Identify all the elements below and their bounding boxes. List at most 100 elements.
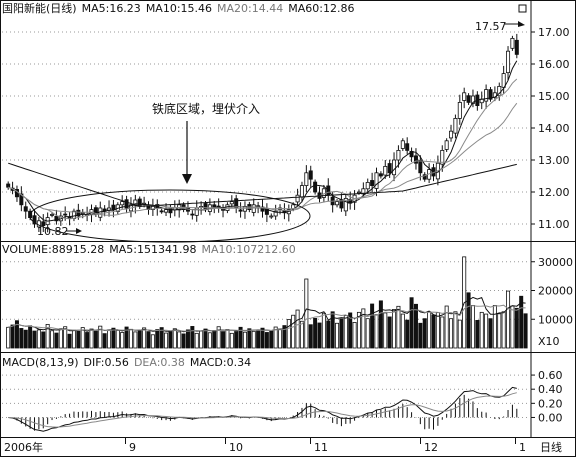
price-tick-label: 11.00: [538, 218, 570, 231]
candle-body: [203, 203, 208, 211]
volume-bar: [475, 319, 480, 349]
volume-tick-label: 30000: [538, 256, 573, 269]
volume-bar: [71, 329, 76, 349]
candle-body: [229, 201, 234, 205]
candle-body: [32, 215, 37, 225]
candle-body: [361, 188, 366, 195]
volume-bar: [523, 313, 528, 349]
volume-ma10-readout: MA10:107212.60: [201, 243, 296, 256]
candle-body: [41, 221, 46, 226]
macd-tick-label: 0.00: [538, 411, 563, 424]
high-price-label: 17.57: [475, 20, 507, 33]
candle-body: [313, 181, 318, 193]
price-tick-label: 15.00: [538, 90, 570, 103]
volume-bar: [10, 324, 15, 349]
volume-bar: [457, 319, 462, 349]
volume-bar: [321, 312, 326, 349]
volume-bar: [6, 326, 11, 349]
volume-bar: [444, 305, 449, 349]
macd-tick-label: 0.40: [538, 383, 563, 396]
ma20-line: [8, 102, 518, 216]
chart-marker-icon[interactable]: [518, 4, 527, 13]
volume-bar: [85, 332, 90, 349]
volume-bars: [6, 256, 528, 349]
candle-body: [501, 73, 506, 88]
volume-bar: [339, 318, 344, 349]
candle-body: [111, 204, 116, 210]
volume-bar: [225, 329, 230, 349]
volume-bar: [172, 328, 177, 349]
volume-bar: [409, 297, 414, 349]
price-tick-label: 16.00: [538, 58, 570, 71]
volume-bar: [115, 330, 120, 349]
volume-bar: [32, 330, 37, 349]
volume-bar: [212, 330, 217, 349]
candle-body: [63, 213, 68, 216]
volume-bar: [299, 320, 304, 349]
macd-readout: MACD:0.34: [189, 356, 252, 369]
volume-bar: [435, 312, 440, 349]
volume-bar: [221, 331, 226, 349]
volume-bar: [273, 326, 278, 349]
candle-body: [449, 130, 454, 139]
volume-bar: [150, 334, 155, 349]
candle-body: [76, 209, 81, 217]
candle-body: [36, 220, 41, 228]
price-tick-label: 13.00: [538, 154, 570, 167]
volume-ma5-readout: MA5:151341.98: [109, 243, 197, 256]
candle-body: [383, 165, 388, 176]
candle-body: [387, 163, 392, 174]
volume-bar: [128, 328, 133, 349]
volume-bar: [269, 330, 274, 349]
volume-header: VOLUME:88915.28 MA5:151341.98 MA10:107212.…: [2, 243, 301, 256]
candle-body: [462, 92, 467, 101]
candle-body: [453, 118, 458, 134]
volume-bar: [343, 315, 348, 349]
volume-bar: [242, 331, 247, 349]
ma10-readout: MA10:15.46: [145, 2, 213, 15]
volume-bar: [453, 311, 458, 349]
candle-body: [343, 197, 348, 212]
volume-bar: [194, 332, 199, 349]
volume-bar: [67, 333, 72, 349]
volume-bar: [291, 314, 296, 349]
candle-body: [374, 172, 379, 189]
low-price-label: 10.82: [37, 225, 69, 238]
volume-bar: [519, 295, 524, 349]
volume-bar: [440, 316, 445, 349]
candle-body: [440, 149, 445, 165]
volume-bar: [361, 308, 366, 349]
volume-bar: [514, 307, 519, 349]
volume-bar: [190, 326, 195, 349]
volume-bar: [203, 328, 208, 349]
volume-bar: [234, 330, 239, 349]
volume-bar: [28, 325, 33, 349]
volume-bar: [308, 324, 313, 349]
price-tick-label: 12.00: [538, 186, 570, 199]
volume-bar: [365, 318, 370, 349]
volume-bar: [164, 332, 169, 349]
candle-body: [6, 183, 11, 188]
candle-body: [299, 185, 304, 198]
ma5-line: [8, 60, 518, 222]
candle-body: [308, 170, 313, 180]
candle-body: [54, 215, 59, 222]
candle-body: [273, 210, 278, 217]
volume-bar: [260, 327, 265, 349]
volume-bar: [98, 325, 103, 349]
volume-bar: [238, 326, 243, 349]
stock-title: 国阳新能(日线): [2, 2, 77, 15]
candle-body: [400, 140, 405, 149]
time-tick-label: 1: [519, 441, 526, 454]
volume-bar: [142, 327, 147, 349]
ma10-line: [8, 78, 518, 220]
volume-bar: [247, 328, 252, 349]
volume-bar: [256, 329, 261, 349]
volume-bar: [137, 329, 142, 349]
volume-bar: [93, 330, 98, 349]
candle-body: [510, 38, 515, 49]
candle-body: [67, 216, 72, 219]
macd-title: MACD(8,13,9): [2, 356, 79, 369]
volume-bar: [387, 316, 392, 349]
volume-bar: [326, 320, 331, 349]
